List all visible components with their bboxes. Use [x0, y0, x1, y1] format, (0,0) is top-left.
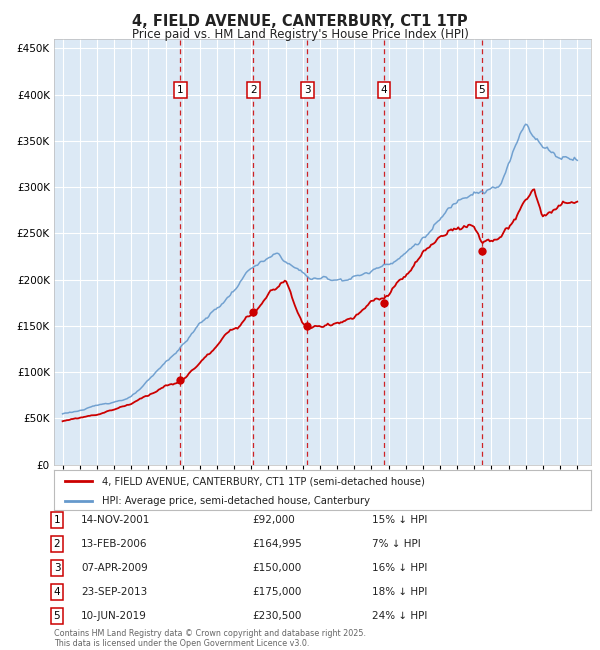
Text: 5: 5 — [479, 85, 485, 95]
Text: 2: 2 — [53, 539, 61, 549]
Text: 13-FEB-2006: 13-FEB-2006 — [81, 539, 148, 549]
Text: 4: 4 — [53, 587, 61, 597]
Text: 3: 3 — [304, 85, 311, 95]
Text: 2: 2 — [250, 85, 257, 95]
Text: 4, FIELD AVENUE, CANTERBURY, CT1 1TP: 4, FIELD AVENUE, CANTERBURY, CT1 1TP — [132, 14, 468, 29]
Text: Price paid vs. HM Land Registry's House Price Index (HPI): Price paid vs. HM Land Registry's House … — [131, 28, 469, 41]
Text: 5: 5 — [53, 611, 61, 621]
Text: 23-SEP-2013: 23-SEP-2013 — [81, 587, 147, 597]
Text: 1: 1 — [53, 515, 61, 525]
Text: 18% ↓ HPI: 18% ↓ HPI — [372, 587, 427, 597]
Text: HPI: Average price, semi-detached house, Canterbury: HPI: Average price, semi-detached house,… — [103, 497, 370, 506]
Text: 15% ↓ HPI: 15% ↓ HPI — [372, 515, 427, 525]
Text: 14-NOV-2001: 14-NOV-2001 — [81, 515, 151, 525]
Text: 24% ↓ HPI: 24% ↓ HPI — [372, 611, 427, 621]
Text: 16% ↓ HPI: 16% ↓ HPI — [372, 563, 427, 573]
Text: 4, FIELD AVENUE, CANTERBURY, CT1 1TP (semi-detached house): 4, FIELD AVENUE, CANTERBURY, CT1 1TP (se… — [103, 476, 425, 486]
Text: £92,000: £92,000 — [252, 515, 295, 525]
Text: 1: 1 — [177, 85, 184, 95]
Text: £150,000: £150,000 — [252, 563, 301, 573]
Text: 10-JUN-2019: 10-JUN-2019 — [81, 611, 147, 621]
Text: 4: 4 — [380, 85, 387, 95]
Text: £164,995: £164,995 — [252, 539, 302, 549]
Text: 7% ↓ HPI: 7% ↓ HPI — [372, 539, 421, 549]
Text: 3: 3 — [53, 563, 61, 573]
Text: Contains HM Land Registry data © Crown copyright and database right 2025.
This d: Contains HM Land Registry data © Crown c… — [54, 629, 366, 648]
Text: £175,000: £175,000 — [252, 587, 301, 597]
Text: 07-APR-2009: 07-APR-2009 — [81, 563, 148, 573]
Text: £230,500: £230,500 — [252, 611, 301, 621]
